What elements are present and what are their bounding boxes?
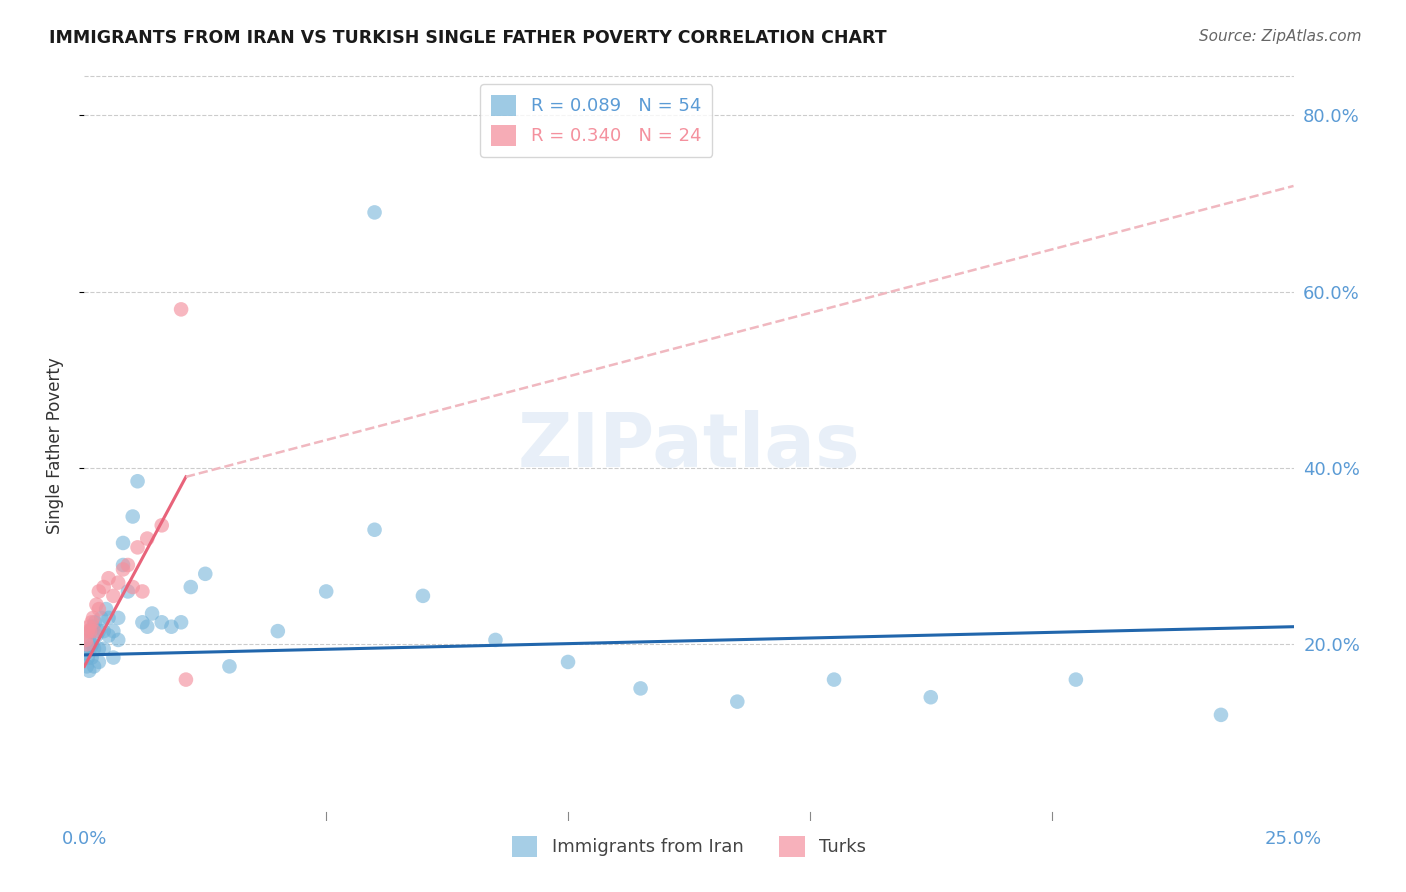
Point bbox=[136, 532, 159, 546]
Point bbox=[82, 620, 104, 634]
Point bbox=[194, 566, 217, 581]
Point bbox=[94, 602, 117, 616]
Point bbox=[76, 637, 98, 651]
Point bbox=[141, 607, 163, 621]
Point bbox=[84, 615, 107, 630]
Point bbox=[83, 641, 105, 656]
Point bbox=[76, 650, 98, 665]
Point bbox=[1209, 707, 1232, 722]
Text: Source: ZipAtlas.com: Source: ZipAtlas.com bbox=[1198, 29, 1361, 44]
Point bbox=[107, 611, 129, 625]
Point bbox=[180, 580, 202, 594]
Point bbox=[103, 589, 125, 603]
Point bbox=[97, 628, 120, 642]
Point bbox=[267, 624, 290, 639]
Point bbox=[136, 620, 159, 634]
Point bbox=[103, 624, 125, 639]
Legend: Immigrants from Iran, Turks: Immigrants from Iran, Turks bbox=[505, 829, 873, 864]
Point bbox=[82, 637, 104, 651]
Point bbox=[823, 673, 845, 687]
Point bbox=[80, 615, 103, 630]
Point bbox=[107, 575, 129, 590]
Point bbox=[103, 650, 125, 665]
Point bbox=[131, 584, 153, 599]
Point bbox=[87, 641, 110, 656]
Point bbox=[920, 690, 942, 705]
Point bbox=[79, 624, 101, 639]
Point bbox=[87, 602, 110, 616]
Point bbox=[1064, 673, 1087, 687]
Point bbox=[160, 620, 183, 634]
Point bbox=[363, 523, 385, 537]
Point bbox=[121, 580, 143, 594]
Point bbox=[80, 650, 103, 665]
Point bbox=[218, 659, 240, 673]
Point bbox=[76, 624, 98, 639]
Point bbox=[83, 624, 105, 639]
Point bbox=[315, 584, 337, 599]
Point bbox=[82, 611, 104, 625]
Point bbox=[87, 624, 110, 639]
Point bbox=[112, 558, 135, 572]
Point bbox=[412, 589, 434, 603]
Point bbox=[79, 641, 101, 656]
Point bbox=[87, 655, 110, 669]
Point bbox=[557, 655, 579, 669]
Point bbox=[725, 695, 748, 709]
Point bbox=[117, 584, 139, 599]
Point bbox=[93, 580, 115, 594]
Point bbox=[90, 611, 112, 625]
Point bbox=[107, 632, 129, 647]
Point bbox=[93, 624, 115, 639]
Point bbox=[86, 628, 108, 642]
Point bbox=[86, 598, 108, 612]
Point bbox=[97, 611, 120, 625]
Y-axis label: Single Father Poverty: Single Father Poverty bbox=[45, 358, 63, 534]
Point bbox=[363, 205, 385, 219]
Point bbox=[630, 681, 652, 696]
Point bbox=[77, 620, 100, 634]
Point bbox=[112, 536, 135, 550]
Point bbox=[77, 664, 100, 678]
Point bbox=[76, 659, 98, 673]
Point bbox=[79, 624, 101, 639]
Point bbox=[117, 558, 139, 572]
Point bbox=[77, 632, 100, 647]
Text: ZIPatlas: ZIPatlas bbox=[517, 409, 860, 483]
Point bbox=[150, 615, 173, 630]
Text: IMMIGRANTS FROM IRAN VS TURKISH SINGLE FATHER POVERTY CORRELATION CHART: IMMIGRANTS FROM IRAN VS TURKISH SINGLE F… bbox=[49, 29, 887, 46]
Point bbox=[150, 518, 173, 533]
Point bbox=[97, 571, 120, 585]
Point bbox=[131, 615, 153, 630]
Point bbox=[83, 659, 105, 673]
Point bbox=[75, 632, 97, 647]
Point bbox=[93, 641, 115, 656]
Point bbox=[174, 673, 197, 687]
Point bbox=[484, 632, 506, 647]
Point bbox=[87, 584, 110, 599]
Point bbox=[127, 541, 149, 555]
Point bbox=[75, 646, 97, 660]
Point bbox=[121, 509, 143, 524]
Point bbox=[112, 562, 135, 576]
Point bbox=[170, 302, 193, 317]
Point bbox=[170, 615, 193, 630]
Point bbox=[127, 475, 149, 489]
